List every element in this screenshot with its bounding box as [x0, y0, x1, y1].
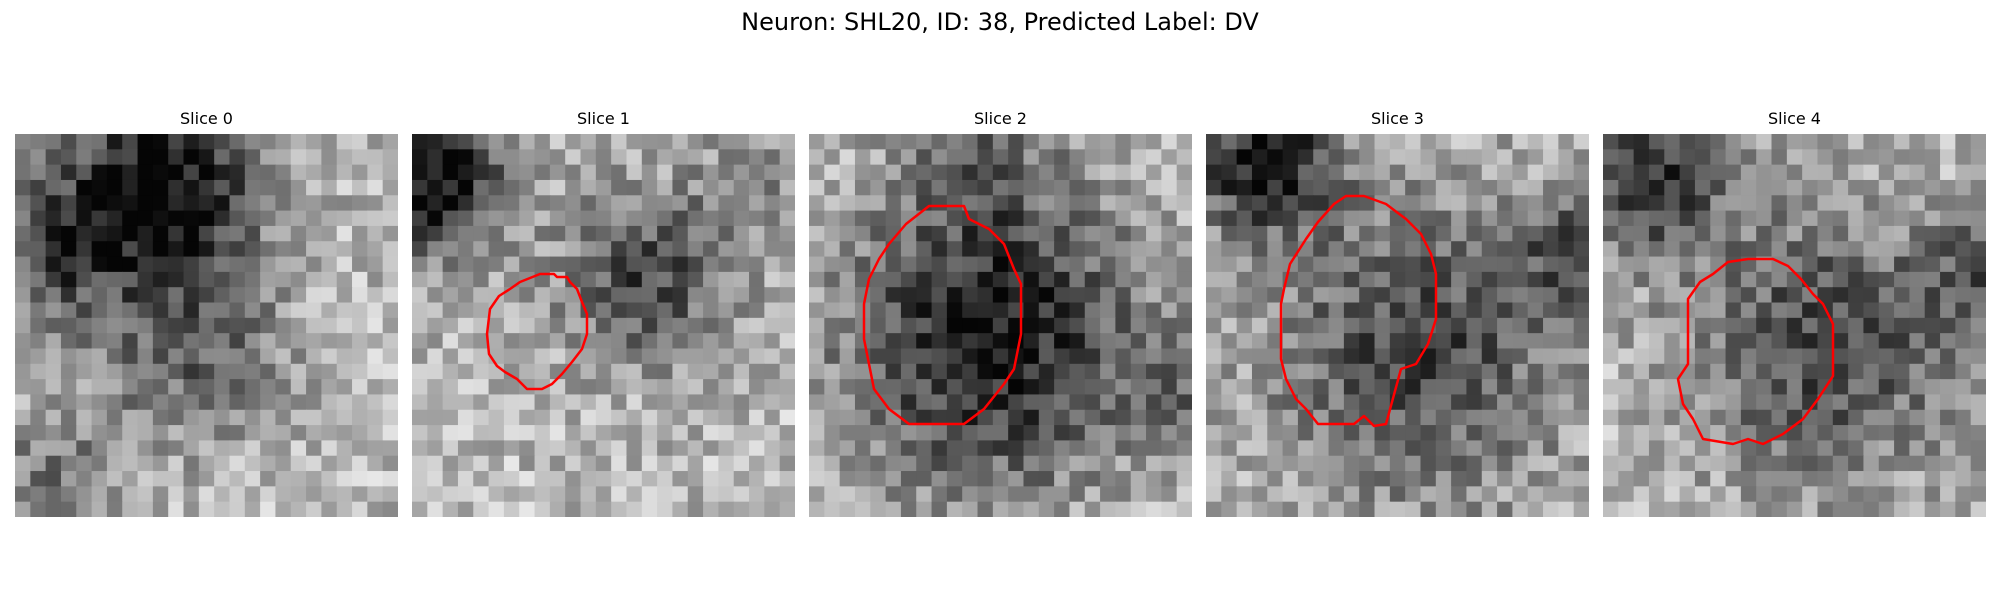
slice-image [412, 134, 795, 517]
roi-contour [1676, 257, 1835, 446]
figure-title: Neuron: SHL20, ID: 38, Predicted Label: … [741, 8, 1259, 36]
roi-contour [862, 204, 1023, 426]
slice-panel-2: Slice 2 [809, 108, 1192, 517]
slice-image [1603, 134, 1986, 517]
pixel-grid [15, 134, 398, 517]
roi-contour [1279, 194, 1438, 428]
slice-title: Slice 1 [577, 109, 630, 128]
pixel-grid [1603, 134, 1986, 517]
pixel-grid [412, 134, 795, 517]
slice-image [809, 134, 1192, 517]
slice-title: Slice 3 [1371, 109, 1424, 128]
pixel-grid [809, 134, 1192, 517]
slice-panel-3: Slice 3 [1206, 108, 1589, 517]
slice-title: Slice 2 [974, 109, 1027, 128]
roi-contour [485, 272, 589, 391]
slice-panel-1: Slice 1 [412, 108, 795, 517]
slice-panel-4: Slice 4 [1603, 108, 1986, 517]
slice-panel-0: Slice 0 [15, 108, 398, 517]
slice-title: Slice 4 [1768, 109, 1821, 128]
slice-image [1206, 134, 1589, 517]
pixel-grid [1206, 134, 1589, 517]
slice-title: Slice 0 [180, 109, 233, 128]
slice-image [15, 134, 398, 517]
